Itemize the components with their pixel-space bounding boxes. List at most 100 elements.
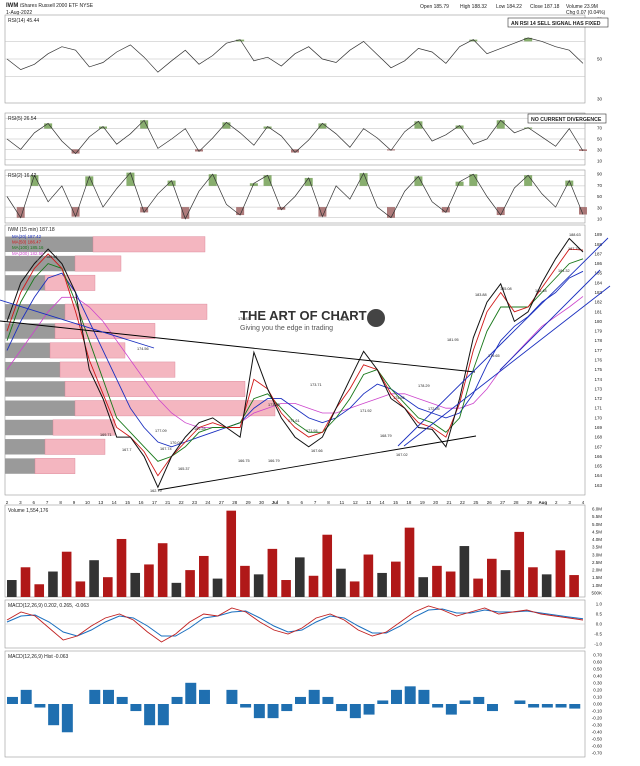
ohlc-value: High 188.32 [460, 4, 487, 10]
volume-panel-tick-label: 2.5M [592, 560, 602, 565]
x-axis-label: Aug [538, 500, 547, 505]
macd-hist-bar [487, 704, 498, 712]
rsi2-panel-overbought-fill [249, 183, 258, 186]
trend-line [0, 320, 476, 373]
rsi2-panel-oversold-fill [140, 207, 149, 213]
macd-hist-bar [308, 689, 320, 704]
volume-bar [144, 564, 154, 597]
price-tick-label: 179 [594, 329, 602, 334]
price-level-label: 174.95 [393, 396, 405, 400]
price-level-label: 171.94 [306, 429, 318, 433]
rsi2-panel-oversold-fill [441, 207, 450, 213]
price-tick-label: 175 [594, 367, 602, 372]
x-axis-label: 5 [287, 500, 290, 505]
rsi2-panel-overbought-fill [304, 177, 313, 186]
price-tick-label: 170 [594, 415, 602, 420]
macd-hist-bar [116, 696, 128, 704]
price-tick-label: 185 [594, 271, 602, 276]
rsi5-panel-overbought-fill [524, 127, 533, 129]
volume-bar [267, 548, 278, 597]
macd-line [6, 605, 584, 643]
price-line [6, 237, 584, 489]
volume-bar [322, 534, 333, 597]
macd-hist-bar [336, 704, 348, 712]
price-tick-label: 168 [594, 435, 602, 440]
price-tick-label: 180 [594, 319, 602, 324]
volume-bar [377, 572, 387, 597]
price-tick-label: 166 [594, 454, 602, 459]
x-axis-label: 28 [232, 500, 238, 505]
price-level-label: 166.79 [268, 459, 280, 463]
volume-profile-bar [92, 236, 206, 253]
ma200-line [6, 296, 584, 428]
x-axis-label: 29 [527, 500, 533, 505]
volume-profile-bar [74, 255, 122, 272]
macd-hist-bar [445, 704, 457, 715]
price-tick-label: 182 [594, 300, 602, 305]
macd-panel-tick-label: 0.5 [596, 612, 603, 617]
volume-profile-bar [64, 303, 208, 320]
rsi2-panel-oversold-fill [277, 207, 286, 210]
volume-bar [514, 531, 525, 597]
rsi2-panel-overbought-fill [359, 173, 368, 186]
price-tick-label: 181 [594, 309, 602, 314]
rsi14-panel-overbought-fill [236, 39, 245, 42]
volume-bar [404, 527, 415, 597]
symbol-label: IWM [6, 3, 18, 9]
ma-legend-item: MA(200) 182.56 [12, 251, 44, 256]
macd-hist-bar [295, 696, 306, 704]
volume-bar [473, 578, 483, 597]
volume-panel-tick-label: 5.0M [592, 522, 602, 527]
price-tick-label: 164 [594, 473, 602, 478]
macd-hist-panel-label: MACD(12,26,9) Hist -0.063 [8, 654, 69, 660]
rsi2-panel-overbought-fill [469, 174, 478, 186]
volume-panel-tick-label: 3.5M [592, 545, 602, 550]
macd-hist-bar [555, 704, 567, 708]
macd-hist-bar [61, 704, 73, 733]
rsi5-panel-tick-label: 50 [597, 137, 603, 142]
x-axis-label: 13 [366, 500, 372, 505]
trend-line [499, 269, 601, 371]
volume-profile-bar [74, 400, 276, 417]
volume-profile-bar [5, 236, 93, 252]
price-level-label: 184.32 [558, 269, 570, 273]
rsi5-panel-overbought-fill [44, 123, 53, 129]
rsi2-panel-tick-label: 50 [597, 194, 603, 199]
rsi2-panel-overbought-fill [167, 180, 176, 186]
x-axis-label: 15 [393, 500, 399, 505]
rsi5-panel-overbought-fill [222, 122, 231, 129]
price-tick-label: 183 [594, 290, 602, 295]
x-axis-label: 28 [514, 500, 520, 505]
price-level-label: 186.48 [535, 289, 547, 293]
macd-hist-bar [363, 704, 375, 715]
price-tick-label: 172 [594, 396, 602, 401]
rsi5-panel-tick-label: 70 [597, 126, 603, 131]
x-axis-label: 8 [327, 500, 330, 505]
change-value: Chg 0.07 (0.04%) [566, 10, 606, 16]
price-level-label: 176.83 [238, 317, 250, 321]
rsi2-panel-tick-label: 10 [597, 217, 603, 222]
x-axis-label: 3 [19, 500, 22, 505]
price-level-label: 169.71 [100, 433, 112, 437]
macd-hist-panel-tick-label: -0.40 [592, 730, 603, 735]
rsi2-panel-tick-label: 90 [597, 172, 603, 177]
ohlc-value: Low 184.22 [496, 4, 522, 10]
macd-hist-panel-tick-label: -0.50 [592, 737, 603, 742]
rsi2-panel-oversold-fill [236, 207, 245, 216]
x-axis-label: 6 [33, 500, 36, 505]
macd-hist-bar [349, 704, 361, 719]
volume-profile-bar [44, 438, 106, 455]
volume-bar [349, 581, 360, 597]
macd-hist-bar [34, 704, 46, 708]
volume-bar [240, 565, 250, 597]
price-panel-title: IWM (15 min) 187.18 [8, 227, 55, 233]
volume-bar [20, 567, 31, 597]
ma100-line [6, 270, 584, 448]
volume-bar [130, 572, 141, 597]
rsi5-annotation-box [527, 113, 607, 124]
macd-hist-bar [432, 704, 444, 708]
volume-profile-bar [49, 342, 126, 359]
instrument-name: iShares Russell 2000 ETF NYSE [20, 3, 94, 9]
x-axis-label: 11 [340, 500, 345, 505]
volume-bar [391, 561, 401, 597]
